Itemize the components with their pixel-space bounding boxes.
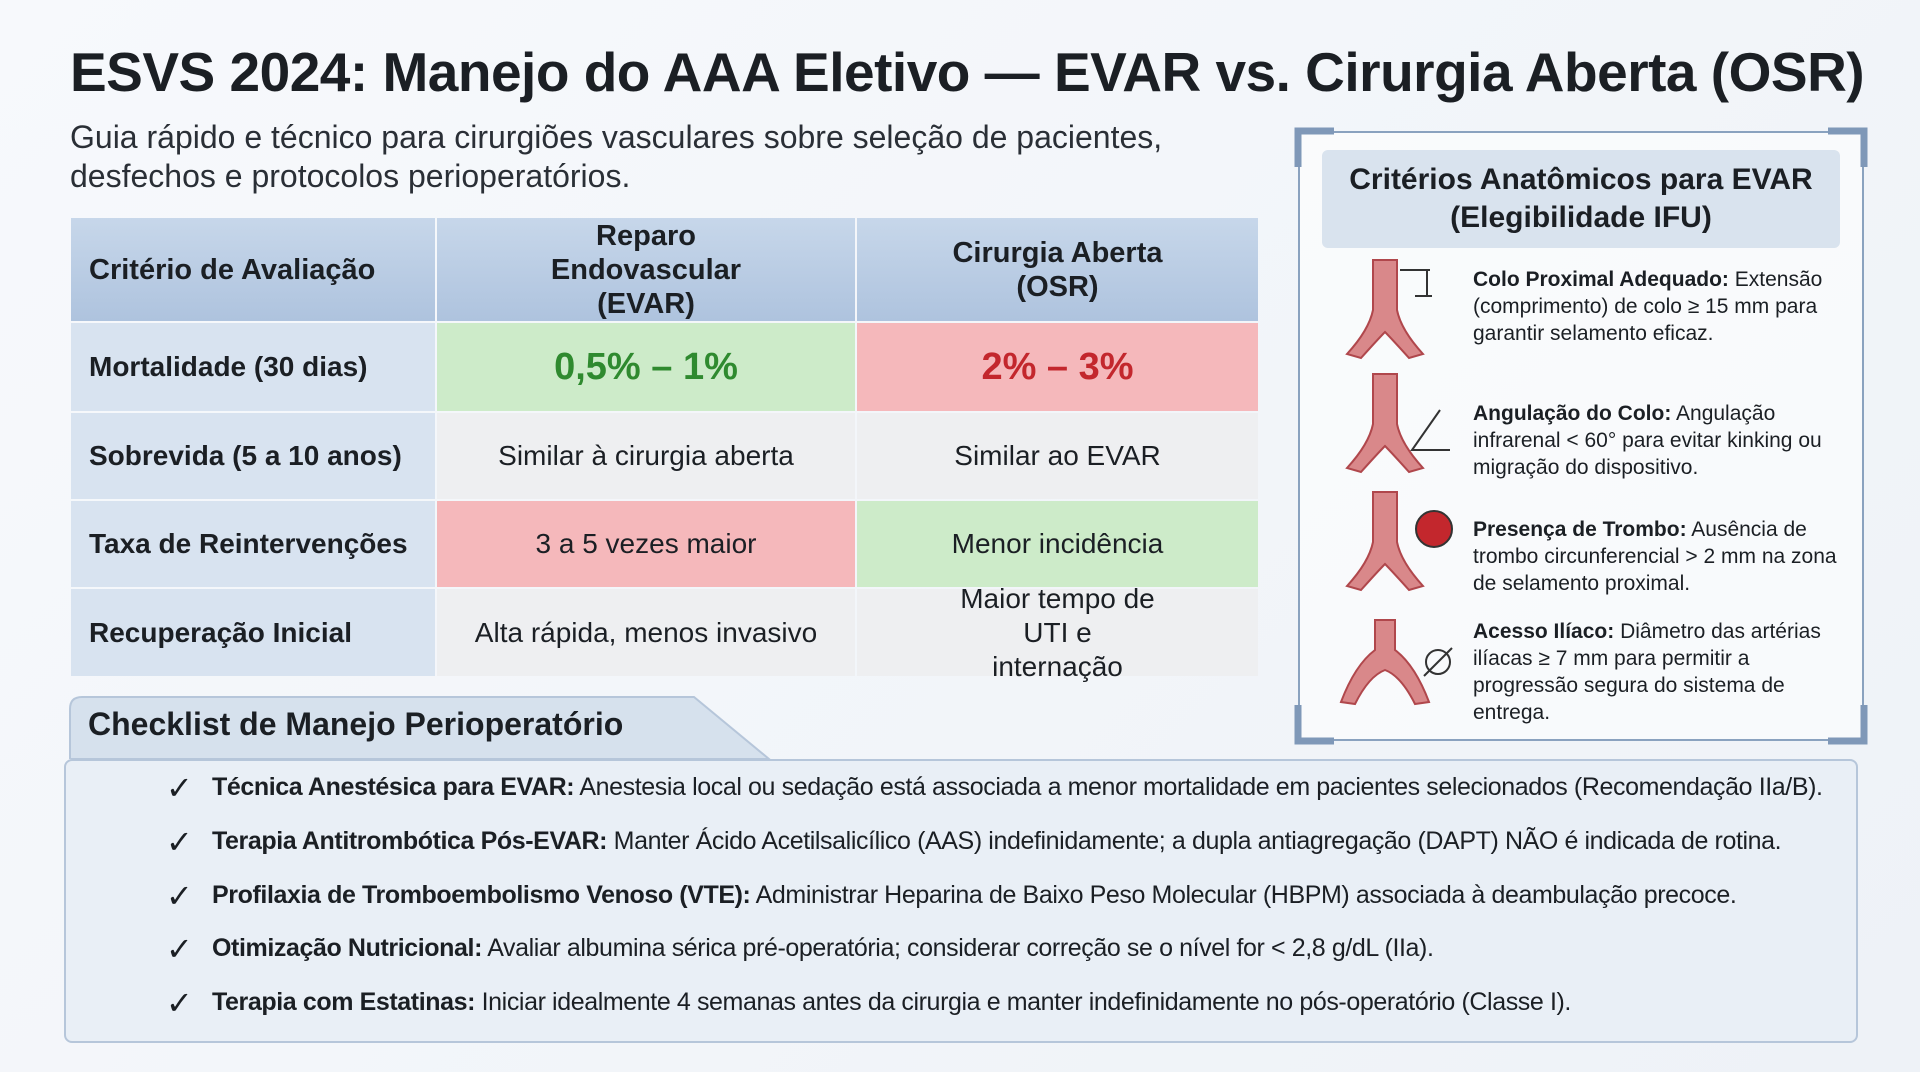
criteria-label: Angulação do Colo: <box>1473 402 1672 425</box>
row-header: Mortalidade (30 dias) <box>71 323 435 411</box>
checklist-text: Avaliar albumina sérica pré-operatória; … <box>487 934 1434 962</box>
check-mark: ✓ <box>166 770 193 806</box>
subtitle: Guia rápido e técnico para cirurgiões va… <box>70 119 1163 194</box>
table-cell: Maior tempo de UTI e internação <box>857 583 1258 682</box>
cell-text: Similar ao EVAR <box>954 440 1161 471</box>
cell-text: 3 a 5 vezes maior <box>535 528 757 559</box>
checklist-text: Manter Ácido Acetilsalicílico (AAS) inde… <box>613 827 1782 855</box>
checklist-title: Checklist de Manejo Perioperatório <box>88 706 624 742</box>
criteria-text: Diâmetro das artérias ilíacas ≥ 7 mm par… <box>1473 620 1821 724</box>
checklist-text: Administrar Heparina de Baixo Peso Molec… <box>755 881 1737 909</box>
checklist-item: Terapia com Estatinas: Iniciar idealment… <box>212 988 1571 1017</box>
checklist-box <box>64 759 1858 1043</box>
cell-text: Similar à cirurgia aberta <box>498 440 794 471</box>
criteria-item: Acesso Ilíaco: Diâmetro das artérias ilí… <box>1473 618 1853 726</box>
row-header: Sobrevida (5 a 10 anos) <box>71 413 435 499</box>
checklist-text: Anestesia local ou sedação está associad… <box>579 773 1823 801</box>
criteria-label: Acesso Ilíaco: <box>1473 620 1615 643</box>
checklist-label: Terapia Antitrombótica Pós-EVAR: <box>212 827 608 855</box>
check-mark: ✓ <box>166 824 193 860</box>
criteria-title: Critérios Anatômicos para EVAR (Elegibil… <box>1322 150 1840 248</box>
row-header: Taxa de Reintervenções <box>71 501 435 587</box>
criteria-text: Ausência de trombo circunferencial > 2 m… <box>1473 518 1837 595</box>
table-cell: Similar ao EVAR <box>857 413 1258 499</box>
cell-text: Alta rápida, menos invasivo <box>474 616 818 648</box>
table-cell: Similar à cirurgia aberta <box>437 413 855 499</box>
check-mark: ✓ <box>166 878 193 914</box>
checklist-item: Profilaxia de Tromboembolismo Venoso (VT… <box>212 881 1737 910</box>
check-mark: ✓ <box>166 931 193 967</box>
criteria-text: Extensão (comprimento) de colo ≥ 15 mm p… <box>1473 268 1823 345</box>
cell-text: Maior tempo de UTI e internação <box>960 582 1155 682</box>
table-cell: 0,5% – 1% <box>437 323 855 411</box>
column-header: Cirurgia Aberta (OSR) <box>857 218 1258 321</box>
checklist-label: Profilaxia de Tromboembolismo Venoso (VT… <box>212 881 751 909</box>
criteria-label: Colo Proximal Adequado: <box>1473 268 1729 291</box>
table-cell: 2% – 3% <box>857 323 1258 411</box>
table-cell: Alta rápida, menos invasivo <box>437 589 855 676</box>
cell-text: Menor incidência <box>951 528 1164 559</box>
checklist-label: Terapia com Estatinas: <box>212 988 476 1016</box>
cell-text: 2% – 3% <box>981 346 1134 388</box>
cell-text: Recuperação Inicial <box>89 616 353 648</box>
criteria-item: Angulação do Colo: Angulação infrarenal … <box>1473 400 1853 481</box>
criteria-item: Presença de Trombo: Ausência de trombo c… <box>1473 516 1853 597</box>
criteria-item: Colo Proximal Adequado: Extensão (compri… <box>1473 266 1853 347</box>
checklist-label: Técnica Anestésica para EVAR: <box>212 773 575 801</box>
criteria-text: Angulação infrarenal < 60° para evitar k… <box>1473 402 1822 479</box>
row-header: Recuperação Inicial <box>71 589 435 676</box>
cell-text: Sobrevida (5 a 10 anos) <box>89 440 402 471</box>
column-header: Reparo Endovascular (EVAR) <box>437 218 855 321</box>
criteria-label: Presença de Trombo: <box>1473 518 1687 541</box>
cell-text: Mortalidade (30 dias) <box>89 351 368 382</box>
checklist-item: Técnica Anestésica para EVAR: Anestesia … <box>212 773 1823 802</box>
table-cell: 3 a 5 vezes maior <box>437 501 855 587</box>
checklist-tab <box>69 696 771 759</box>
checklist-item: Otimização Nutricional: Avaliar albumina… <box>212 934 1434 963</box>
checklist-text: Iniciar idealmente 4 semanas antes da ci… <box>481 988 1572 1016</box>
checklist-item: Terapia Antitrombótica Pós-EVAR: Manter … <box>212 827 1782 856</box>
check-mark: ✓ <box>166 985 193 1021</box>
title: ESVS 2024: Manejo do AAA Eletivo — EVAR … <box>70 41 1865 103</box>
cell-text: 0,5% – 1% <box>554 346 738 388</box>
column-header: Critério de Avaliação <box>71 218 435 321</box>
checklist-label: Otimização Nutricional: <box>212 934 483 962</box>
cell-text: Taxa de Reintervenções <box>89 528 408 559</box>
table-cell: Menor incidência <box>857 501 1258 587</box>
